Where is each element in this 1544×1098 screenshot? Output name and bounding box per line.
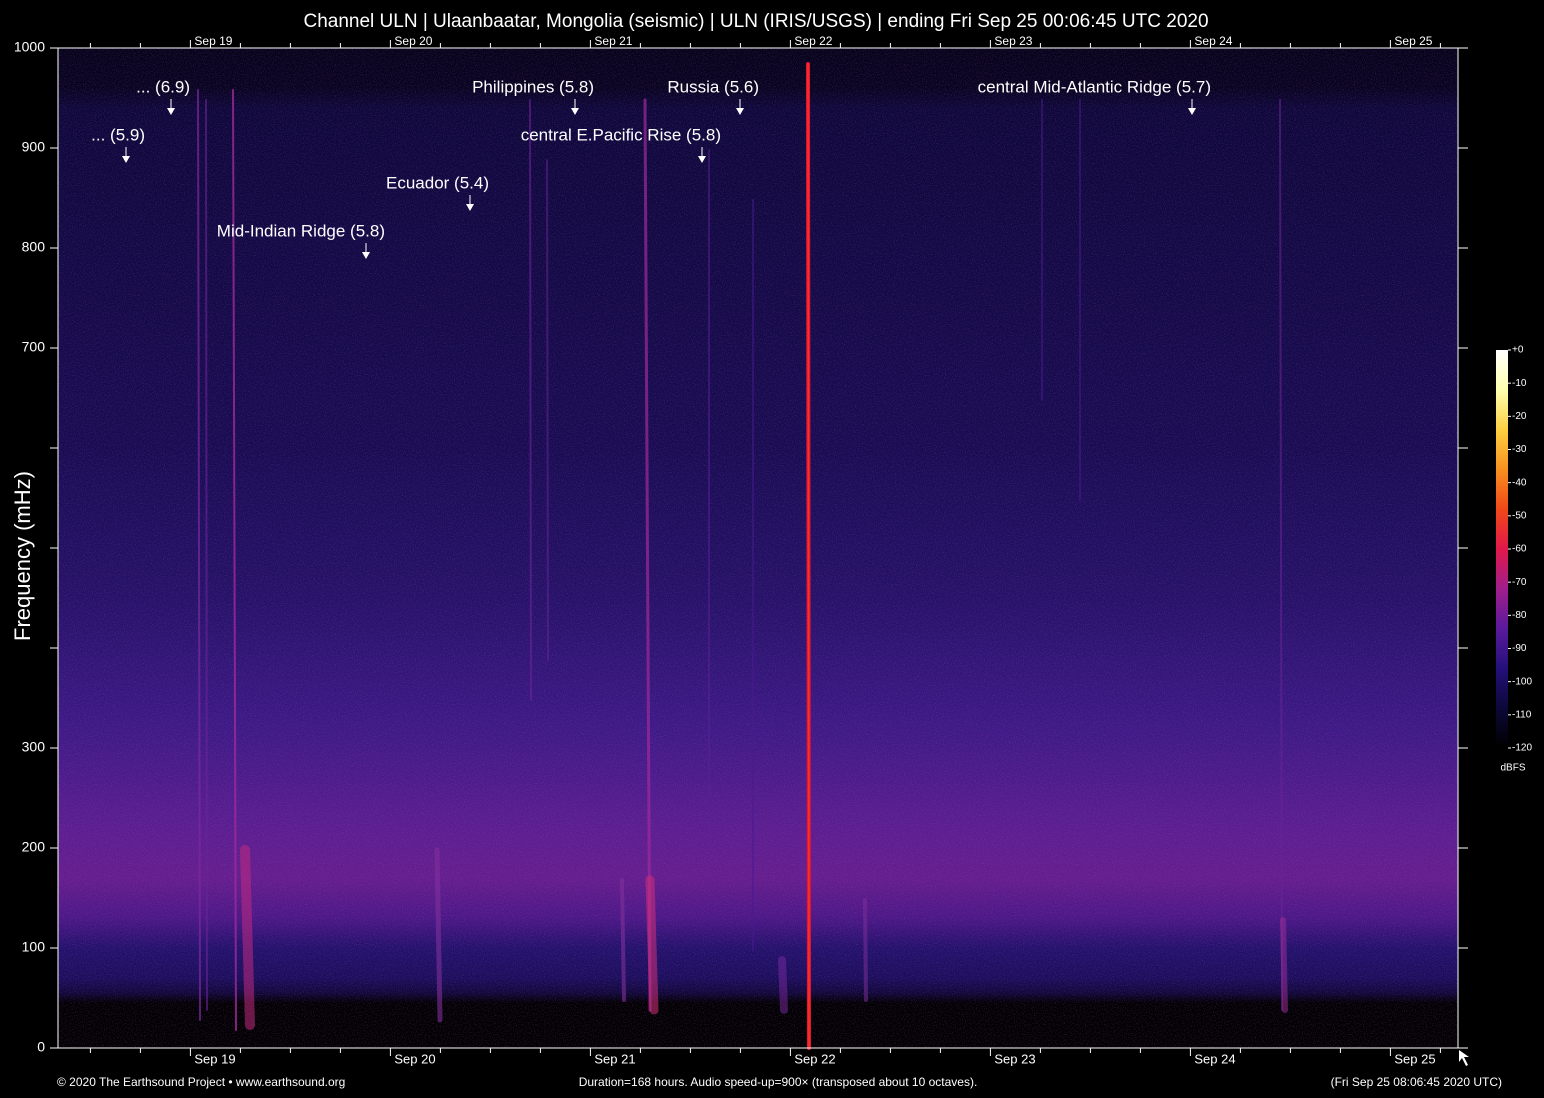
y-tick-label: 900 — [22, 139, 46, 155]
annotation-label: Ecuador (5.4) — [386, 173, 489, 192]
colorbar-tick-label: -40 — [1512, 477, 1527, 488]
annotation-label: central Mid-Atlantic Ridge (5.7) — [978, 77, 1211, 96]
annotation-label: Philippines (5.8) — [472, 77, 594, 96]
x-tick-label: Sep 21 — [594, 1051, 635, 1066]
x-tick-label-top: Sep 22 — [794, 34, 832, 48]
x-tick-label-top: Sep 19 — [194, 34, 232, 48]
colorbar-label: dBFS — [1500, 763, 1525, 774]
colorbar-tick-label: -90 — [1512, 643, 1527, 654]
annotation-arrow-head — [698, 156, 706, 163]
colorbar-tick-label: -80 — [1512, 610, 1527, 621]
cursor — [1459, 1050, 1469, 1066]
y-tick-label: 100 — [22, 939, 46, 955]
colorbar-tick-label: -10 — [1512, 378, 1527, 389]
annotation-arrow-head — [167, 108, 175, 115]
colorbar-tick-label: -120 — [1512, 743, 1532, 754]
y-axis-label: Frequency (mHz) — [10, 471, 35, 641]
colorbar-tick-label: -50 — [1512, 510, 1527, 521]
annotation-arrow-head — [122, 156, 130, 163]
x-tick-label-top: Sep 23 — [994, 34, 1032, 48]
x-tick-label-top: Sep 25 — [1394, 34, 1432, 48]
x-tick-label: Sep 19 — [194, 1051, 235, 1066]
annotation-label: central E.Pacific Rise (5.8) — [521, 125, 721, 144]
colorbar-tick-label: -60 — [1512, 544, 1527, 555]
colorbar-tick-label: -100 — [1512, 676, 1532, 687]
y-tick-label: 1000 — [14, 39, 45, 55]
y-tick-label: 300 — [22, 739, 46, 755]
annotation-label: ... (6.9) — [136, 77, 190, 96]
x-tick-label: Sep 20 — [394, 1051, 435, 1066]
y-tick-label: 0 — [37, 1039, 45, 1055]
annotation-label: Mid-Indian Ridge (5.8) — [217, 221, 385, 240]
y-tick-label: 700 — [22, 339, 46, 355]
colorbar — [1496, 350, 1508, 748]
y-tick-label: 800 — [22, 239, 46, 255]
chart-title: Channel ULN | Ulaanbaatar, Mongolia (sei… — [303, 11, 1208, 32]
y-tick-label: 200 — [22, 839, 46, 855]
colorbar-tick-label: -20 — [1512, 411, 1527, 422]
x-tick-label: Sep 22 — [794, 1051, 835, 1066]
x-tick-label: Sep 23 — [994, 1051, 1035, 1066]
x-tick-label: Sep 25 — [1394, 1051, 1435, 1066]
footer-center: Duration=168 hours. Audio speed-up=900× … — [579, 1075, 978, 1089]
footer-right: (Fri Sep 25 08:06:45 2020 UTC) — [1331, 1075, 1502, 1089]
colorbar-tick-label: +0 — [1512, 345, 1524, 356]
footer-left: © 2020 The Earthsound Project • www.eart… — [57, 1075, 345, 1089]
annotation-label: Russia (5.6) — [667, 77, 759, 96]
annotation-arrow-head — [736, 108, 744, 115]
x-tick-label-top: Sep 20 — [394, 34, 432, 48]
colorbar-tick-label: -30 — [1512, 444, 1527, 455]
annotation-label: ... (5.9) — [91, 125, 145, 144]
colorbar-tick-label: -70 — [1512, 577, 1527, 588]
annotation-arrow-head — [362, 252, 370, 259]
annotation-arrow-head — [1188, 108, 1196, 115]
x-tick-label: Sep 24 — [1194, 1051, 1235, 1066]
colorbar-tick-label: -110 — [1512, 709, 1532, 720]
x-tick-label-top: Sep 24 — [1194, 34, 1232, 48]
annotation-arrow-head — [571, 108, 579, 115]
annotation-arrow-head — [466, 204, 474, 211]
spectrogram — [58, 48, 1458, 1050]
x-tick-label-top: Sep 21 — [594, 34, 632, 48]
